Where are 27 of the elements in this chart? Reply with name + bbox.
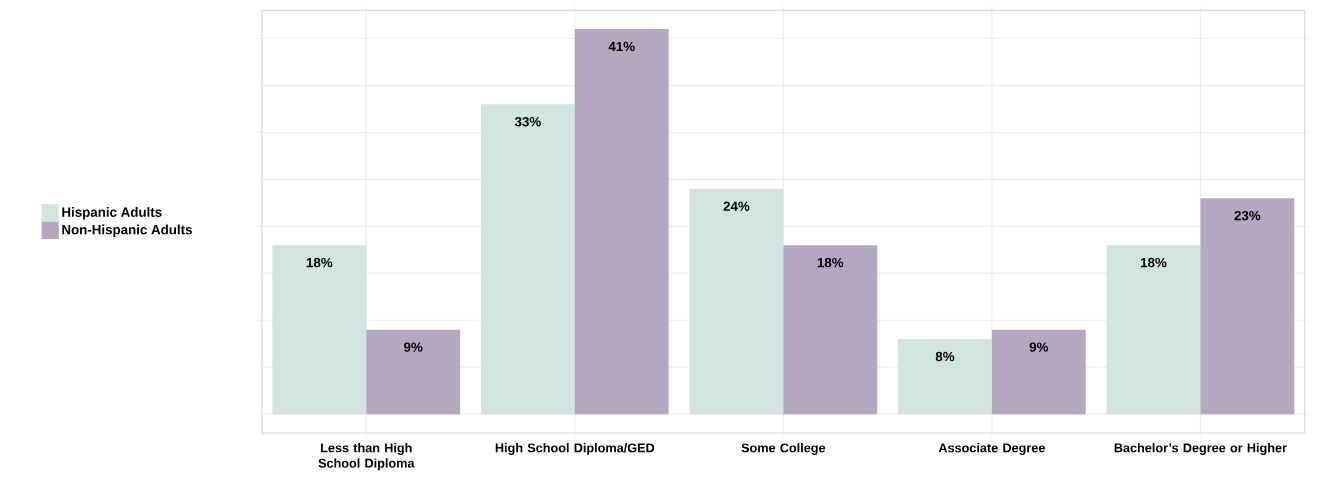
legend-label: Hispanic Adults xyxy=(62,207,162,220)
data-label: 18% xyxy=(1140,257,1167,268)
data-label: 9% xyxy=(404,342,423,352)
bar xyxy=(689,188,784,415)
bar xyxy=(991,329,1086,415)
data-label: 33% xyxy=(514,116,541,127)
bar xyxy=(898,339,992,415)
bar xyxy=(480,104,575,415)
bar xyxy=(272,245,367,415)
data-label: 24% xyxy=(723,201,750,211)
x-tick-label: Associate Degree xyxy=(938,443,1045,455)
bar xyxy=(1106,245,1201,415)
data-label: 8% xyxy=(935,351,955,362)
x-tick-label: Some College xyxy=(741,443,826,455)
bar xyxy=(574,29,669,415)
data-label: 23% xyxy=(1234,210,1261,221)
data-label: 18% xyxy=(817,257,844,268)
data-label: 41% xyxy=(608,41,635,52)
data-label: 18% xyxy=(306,257,333,268)
bar xyxy=(783,245,878,415)
data-label: 9% xyxy=(1029,342,1049,352)
x-tick-label: High School Diploma/GED xyxy=(495,443,655,455)
legend-label: Non-Hispanic Adults xyxy=(62,224,192,237)
x-tick-label: Less than High School Diploma xyxy=(318,443,415,471)
bar xyxy=(1200,198,1295,415)
bar xyxy=(366,329,461,415)
x-tick-label: Bachelor’s Degree or Higher xyxy=(1114,443,1287,455)
